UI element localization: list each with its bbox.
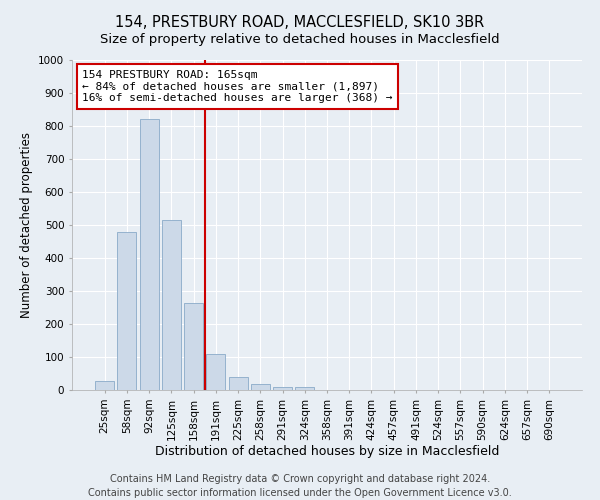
- Text: Size of property relative to detached houses in Macclesfield: Size of property relative to detached ho…: [100, 32, 500, 46]
- Bar: [229, 378, 248, 390]
- Bar: [206, 354, 225, 390]
- Bar: [118, 232, 136, 390]
- Y-axis label: Number of detached properties: Number of detached properties: [20, 132, 32, 318]
- Text: Contains HM Land Registry data © Crown copyright and database right 2024.
Contai: Contains HM Land Registry data © Crown c…: [88, 474, 512, 498]
- Text: 154 PRESTBURY ROAD: 165sqm
← 84% of detached houses are smaller (1,897)
16% of s: 154 PRESTBURY ROAD: 165sqm ← 84% of deta…: [82, 70, 392, 103]
- Bar: [162, 220, 181, 390]
- X-axis label: Distribution of detached houses by size in Macclesfield: Distribution of detached houses by size …: [155, 446, 499, 458]
- Bar: [184, 302, 203, 390]
- Bar: [295, 388, 314, 390]
- Bar: [95, 381, 114, 390]
- Bar: [140, 120, 158, 390]
- Text: 154, PRESTBURY ROAD, MACCLESFIELD, SK10 3BR: 154, PRESTBURY ROAD, MACCLESFIELD, SK10 …: [115, 15, 485, 30]
- Bar: [273, 386, 292, 390]
- Bar: [251, 384, 270, 390]
